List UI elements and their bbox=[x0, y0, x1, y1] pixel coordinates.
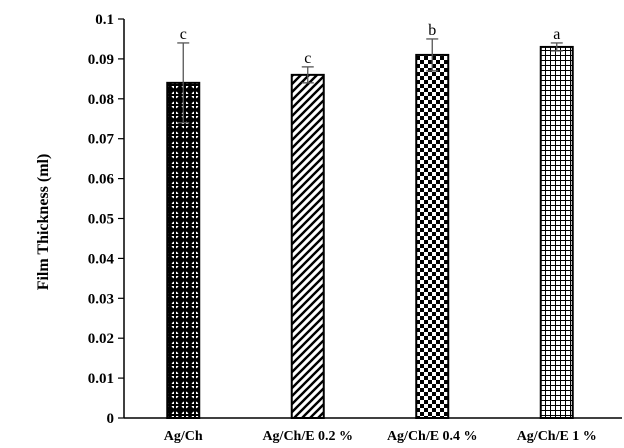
x-axis-labels: Ag/Ch Ag/Ch/E 0.2 % Ag/Ch/E 0.4 % Ag/Ch/E 1… bbox=[164, 429, 597, 444]
y-tick-label: 0.07 bbox=[88, 132, 115, 148]
bars-group bbox=[167, 47, 573, 418]
y-tick-label: 0.01 bbox=[88, 371, 114, 387]
x-category-label-3: Ag/Ch/E 0.4 % bbox=[387, 429, 478, 444]
bar-3 bbox=[416, 55, 448, 418]
y-tick-label: 0.08 bbox=[88, 92, 114, 108]
significance-letter-1: c bbox=[180, 26, 187, 43]
y-tick-label: 0.03 bbox=[88, 291, 114, 307]
bar-1 bbox=[167, 83, 199, 418]
y-axis-title: Film Thickness (ml) bbox=[35, 154, 52, 291]
y-tick-label: 0.09 bbox=[88, 52, 114, 68]
y-tick-label: 0.06 bbox=[88, 172, 115, 188]
significance-letter-4: a bbox=[553, 26, 560, 43]
x-category-label-1: Ag/Ch bbox=[164, 429, 203, 444]
error-bars-group bbox=[177, 39, 563, 123]
x-category-label-4: Ag/Ch/E 1 % bbox=[517, 429, 597, 444]
significance-labels: c c b a bbox=[180, 22, 561, 67]
y-tick-label: 0.02 bbox=[88, 331, 114, 347]
y-tick-label: 0 bbox=[107, 411, 115, 427]
bar-2 bbox=[292, 75, 324, 418]
y-tick-label: 0.1 bbox=[95, 12, 114, 28]
bar-4 bbox=[541, 47, 573, 418]
y-axis-ticks: 0 0.01 0.02 0.03 0.04 0.05 0.06 0.07 0.08 0.09 0.1 bbox=[88, 12, 124, 427]
significance-letter-2: c bbox=[304, 50, 311, 67]
significance-letter-3: b bbox=[428, 22, 436, 39]
x-category-label-2: Ag/Ch/E 0.2 % bbox=[262, 429, 353, 444]
y-tick-label: 0.04 bbox=[88, 251, 115, 267]
y-tick-label: 0.05 bbox=[88, 212, 114, 228]
